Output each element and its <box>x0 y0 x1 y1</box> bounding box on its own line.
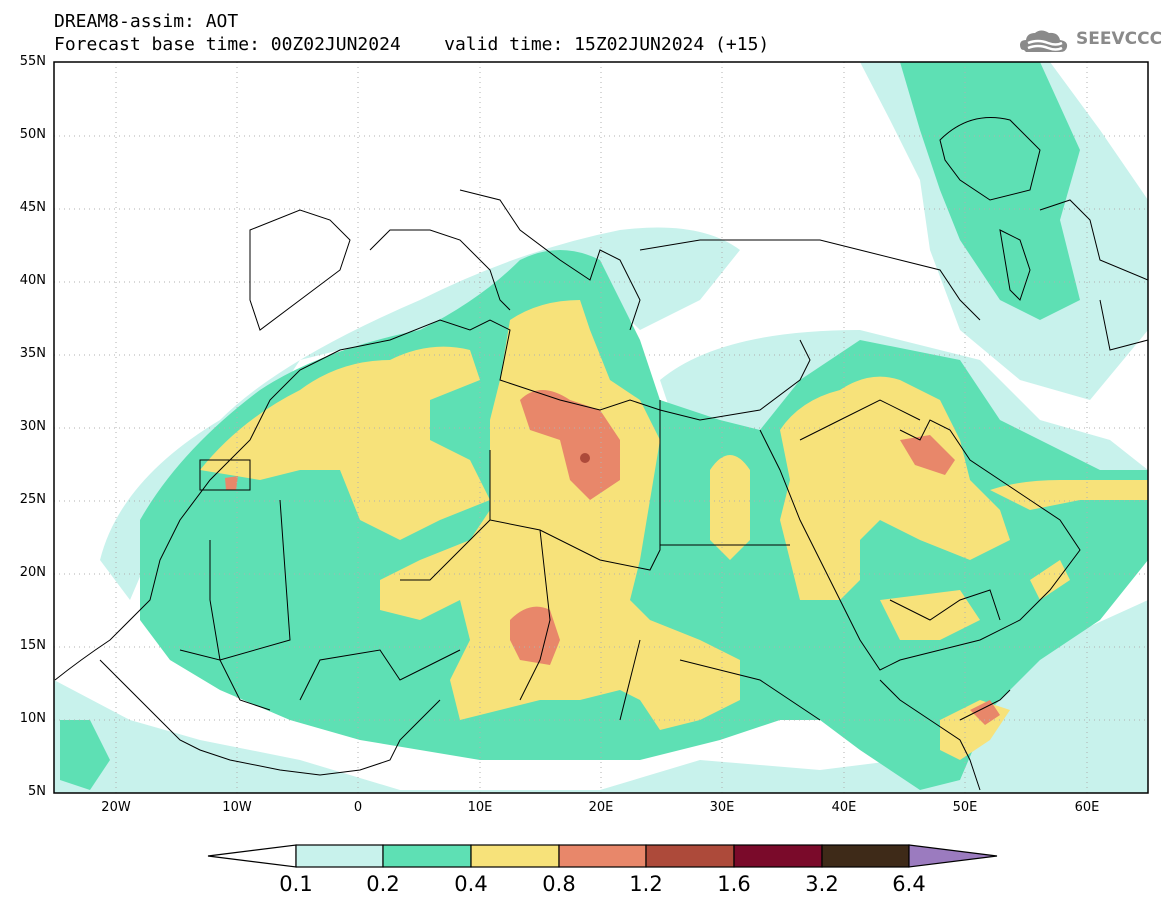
colorbar-swatch <box>645 844 735 868</box>
colorbar-swatch <box>470 844 560 868</box>
lat-label: 30N <box>19 419 46 434</box>
lon-label: 40E <box>831 800 857 815</box>
colorbar-low-arrow <box>207 844 297 868</box>
lon-label: 50E <box>952 800 978 815</box>
lat-label: 20N <box>19 565 46 580</box>
colorbar-label: 1.6 <box>717 872 751 896</box>
lat-label: 45N <box>19 200 46 215</box>
lat-label: 15N <box>19 638 46 653</box>
coastlines <box>54 117 1148 791</box>
grid-lines <box>54 62 1148 793</box>
forecast-times: Forecast base time: 00Z02JUN2024 valid t… <box>54 34 770 55</box>
colorbar-label: 0.8 <box>542 872 576 896</box>
logo-text: SEEVCCC <box>1076 29 1163 49</box>
colorbar-label: 0.2 <box>366 872 400 896</box>
lat-label: 40N <box>19 273 46 288</box>
lon-label: 30E <box>709 800 735 815</box>
lon-label: 20E <box>588 800 614 815</box>
map-frame <box>53 61 1149 794</box>
colorbar-label: 3.2 <box>805 872 839 896</box>
lat-label: 35N <box>19 346 46 361</box>
colorbar-label: 6.4 <box>892 872 926 896</box>
lon-label: 20W <box>101 800 131 815</box>
colorbar-label: 0.4 <box>454 872 488 896</box>
lon-label: 60E <box>1074 800 1100 815</box>
lat-label: 50N <box>19 127 46 142</box>
lat-label: 5N <box>28 784 46 799</box>
map-title: DREAM8-assim: AOT <box>54 11 239 32</box>
lat-label: 25N <box>19 492 46 507</box>
lon-label: 0 <box>353 800 363 815</box>
colorbar-label: 0.1 <box>279 872 313 896</box>
colorbar-high-arrow <box>908 844 998 868</box>
colorbar-swatch <box>821 844 910 868</box>
aot-field <box>54 62 1148 793</box>
lon-label: 10W <box>222 800 252 815</box>
lat-label: 55N <box>19 54 46 69</box>
lat-label: 10N <box>19 711 46 726</box>
lon-label: 10E <box>467 800 493 815</box>
cloud-logo-icon <box>1020 30 1068 52</box>
colorbar-swatch <box>558 844 647 868</box>
colorbar-swatch <box>733 844 823 868</box>
colorbar-label: 1.2 <box>629 872 663 896</box>
colorbar-swatch <box>382 844 472 868</box>
colorbar-swatch <box>295 844 384 868</box>
